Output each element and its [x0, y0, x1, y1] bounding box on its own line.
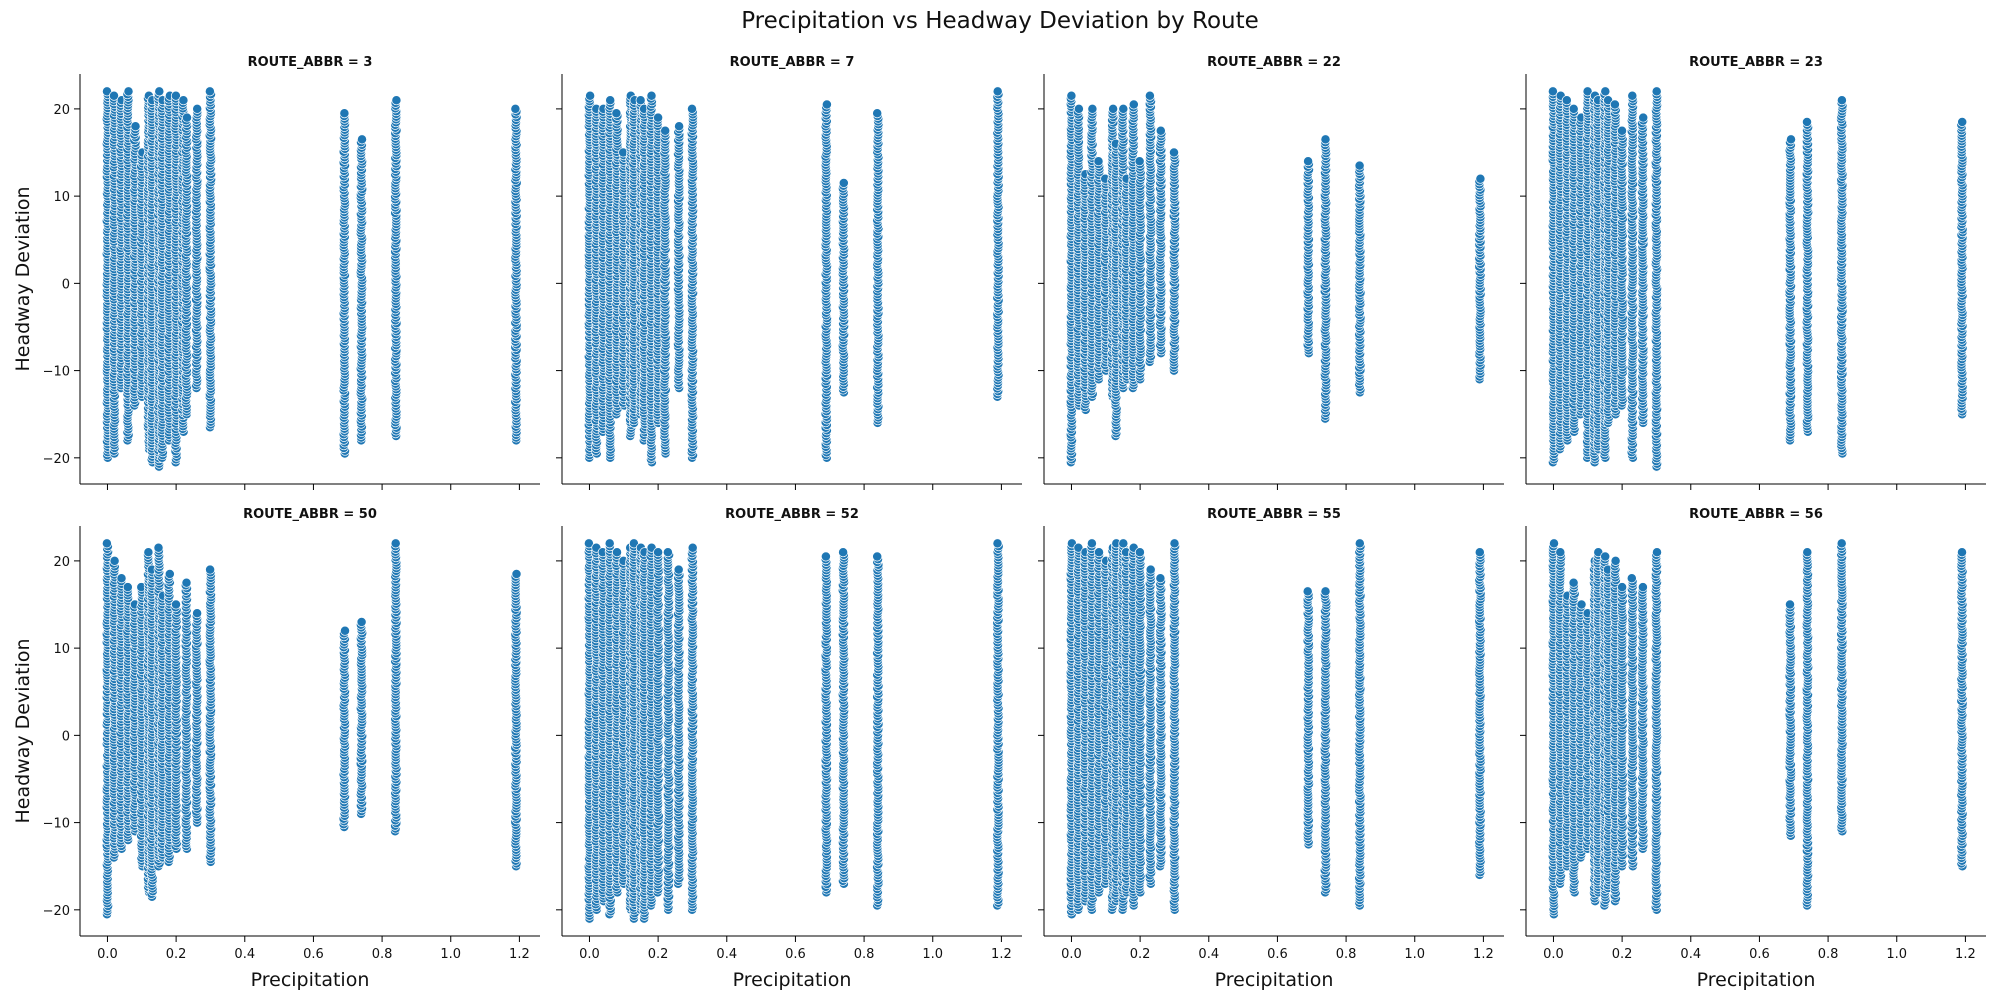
- y-tick-label: −20: [43, 452, 70, 467]
- y-tick-label: 20: [53, 103, 70, 118]
- scatter-point: [1067, 91, 1076, 100]
- scatter-point: [822, 100, 831, 109]
- scatter-point: [1074, 104, 1083, 113]
- y-axis-label: Headway Deviation: [12, 186, 34, 371]
- y-tick-label: 10: [53, 190, 70, 205]
- scatter-point: [654, 113, 663, 122]
- points-group: [584, 87, 1003, 467]
- scatter-point: [205, 87, 214, 96]
- scatter-point: [155, 87, 164, 96]
- panel-title: ROUTE_ABBR = 7: [730, 55, 855, 70]
- y-tick-label: −10: [43, 365, 70, 380]
- panel: ROUTE_ABBR = 3 −20 −10 0 10 20 Headway Deviati…: [12, 55, 540, 490]
- scatter-point: [636, 96, 645, 105]
- panel: ROUTE_ABBR = 22: [1038, 55, 1504, 490]
- scatter-point: [179, 96, 188, 105]
- scatter-point: [675, 122, 684, 131]
- scatter-point: [687, 104, 696, 113]
- scatter-point: [647, 91, 656, 100]
- scatter-point: [182, 113, 191, 122]
- scatter-point: [612, 109, 621, 118]
- scatter-point: [193, 104, 202, 113]
- scatter-point: [357, 135, 366, 144]
- figure-title: Precipitation vs Headway Deviation by Ro…: [741, 8, 1259, 34]
- scatter-point: [340, 109, 349, 118]
- scatter-point: [392, 96, 401, 105]
- scatter-point: [661, 126, 670, 135]
- scatter-point: [606, 96, 615, 105]
- points-group: [102, 87, 521, 471]
- scatter-point: [511, 104, 520, 113]
- y-tick-label: 0: [62, 277, 70, 292]
- scatter-point: [993, 87, 1002, 96]
- points-group: [1066, 91, 1485, 467]
- panels-group: ROUTE_ABBR = 3 −20 −10 0 10 20 Headway Deviati…: [12, 55, 1986, 991]
- panel-title: ROUTE_ABBR = 22: [1207, 55, 1341, 70]
- scatter-point: [873, 109, 882, 118]
- scatter-point: [586, 91, 595, 100]
- panel: ROUTE_ABBR = 7: [556, 55, 1022, 490]
- scatter-point: [131, 122, 140, 131]
- scatter-point: [124, 87, 133, 96]
- scatter-point: [839, 178, 848, 187]
- panel-title: ROUTE_ABBR = 3: [248, 55, 373, 70]
